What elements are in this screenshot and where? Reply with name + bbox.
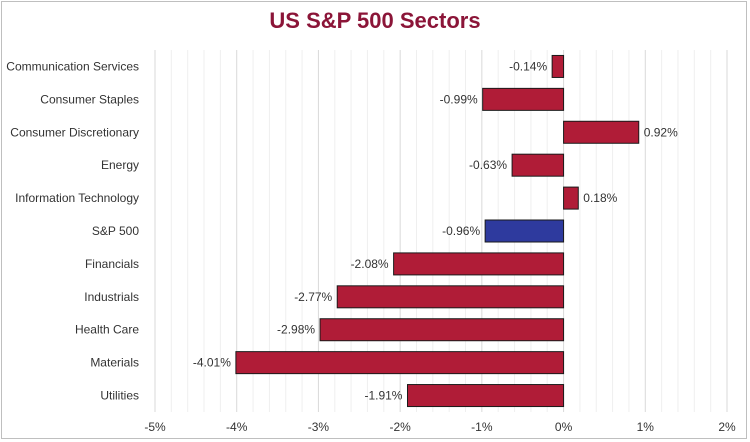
data-label: -0.14% <box>509 59 547 73</box>
data-label: 0.92% <box>644 125 678 139</box>
category-label: Utilities <box>100 389 139 403</box>
bar <box>235 351 565 375</box>
x-tick-label: -2% <box>389 420 411 434</box>
data-label: -2.98% <box>277 323 315 337</box>
bar <box>511 153 565 177</box>
category-label: Health Care <box>75 323 139 337</box>
x-tick-label: -1% <box>471 420 493 434</box>
bar <box>319 318 565 342</box>
category-label: Consumer Discretionary <box>10 125 139 139</box>
x-tick-label: -3% <box>308 420 330 434</box>
bar <box>551 54 565 78</box>
x-tick-label: -4% <box>226 420 248 434</box>
bar <box>482 87 565 111</box>
data-label: -1.91% <box>364 389 402 403</box>
bar <box>406 384 565 408</box>
category-label: Energy <box>101 158 139 172</box>
category-label: Financials <box>85 257 139 271</box>
bar <box>484 219 565 243</box>
category-label: Industrials <box>84 290 139 304</box>
x-axis-tick-labels: -5% -4% -3% -2% -1% 0% 1% 2% <box>144 420 736 434</box>
category-label: Materials <box>90 356 139 370</box>
bar <box>336 285 565 309</box>
category-label: S&P 500 <box>92 224 139 238</box>
gridlines <box>154 50 728 412</box>
category-label: Consumer Staples <box>40 92 139 106</box>
bars <box>235 54 640 408</box>
bar <box>563 120 640 144</box>
data-label: -4.01% <box>193 356 231 370</box>
data-label: 0.18% <box>583 191 617 205</box>
x-tick-label: 0% <box>555 420 573 434</box>
bar <box>563 186 579 210</box>
bar <box>393 252 565 276</box>
category-labels: Communication Services Consumer Staples Co… <box>6 59 139 402</box>
data-label: -2.08% <box>351 257 389 271</box>
x-tick-label: -5% <box>144 420 166 434</box>
category-label: Information Technology <box>15 191 139 205</box>
chart-title: US S&P 500 Sectors <box>269 8 481 33</box>
data-label: -0.99% <box>440 92 478 106</box>
data-labels: -0.14% -0.99% 0.92% -0.63% 0.18% -0.96% -2.08%… <box>193 59 678 402</box>
data-label: -2.77% <box>294 290 332 304</box>
data-label: -0.63% <box>469 158 507 172</box>
category-label: Communication Services <box>6 59 139 73</box>
x-tick-label: 1% <box>637 420 655 434</box>
x-tick-label: 2% <box>718 420 736 434</box>
data-label: -0.96% <box>442 224 480 238</box>
